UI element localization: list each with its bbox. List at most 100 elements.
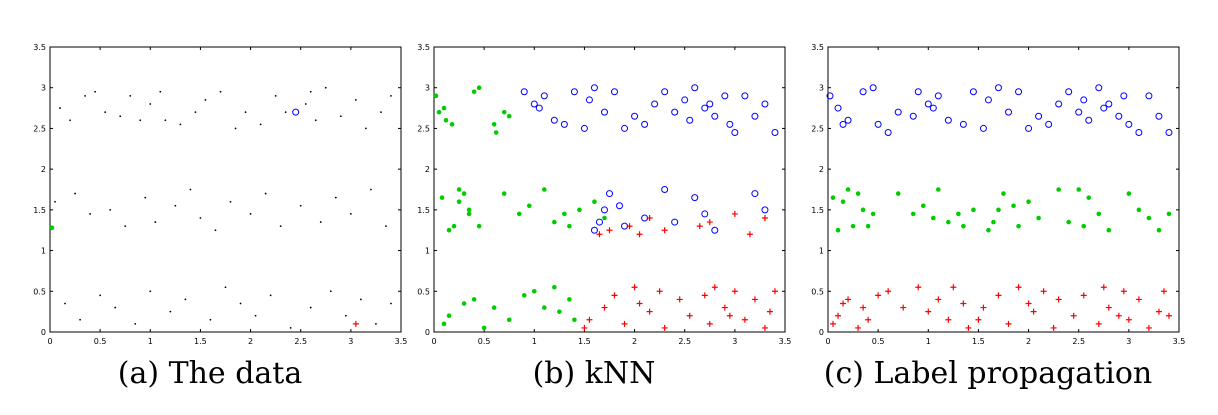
data-point — [751, 112, 759, 120]
data-point — [516, 211, 522, 217]
data-point — [493, 130, 499, 135]
data-point — [219, 90, 222, 93]
data-point — [506, 317, 512, 323]
data-point — [676, 296, 683, 303]
data-point — [860, 304, 867, 311]
data-point — [542, 305, 547, 310]
data-point — [771, 129, 779, 136]
data-point — [626, 223, 633, 230]
data-point — [390, 302, 392, 305]
data-point — [1075, 108, 1083, 116]
y-tick-label: 0.5 — [33, 287, 46, 296]
data-point — [289, 327, 292, 329]
data-point — [1081, 223, 1087, 229]
data-point — [446, 313, 452, 319]
data-point — [840, 300, 847, 307]
series-labeled-class-2 — [49, 225, 55, 231]
data-point — [711, 284, 718, 291]
series-class-3 — [830, 284, 1172, 331]
data-point — [1100, 284, 1107, 291]
data-point — [855, 191, 861, 196]
data-point — [204, 99, 207, 101]
data-point — [1105, 304, 1112, 311]
data-point — [616, 202, 624, 210]
data-point — [59, 107, 61, 109]
data-point — [54, 200, 56, 203]
data-point — [1096, 211, 1102, 217]
data-point — [209, 318, 212, 321]
data-point — [562, 211, 567, 217]
data-point — [844, 116, 852, 124]
data-point — [960, 300, 967, 307]
data-point — [721, 304, 728, 311]
data-point — [731, 210, 738, 217]
data-point — [1040, 288, 1047, 295]
x-tick-label: 0 — [825, 337, 830, 346]
data-point — [986, 227, 991, 233]
y-tick-label: 3 — [425, 84, 430, 93]
data-point — [840, 199, 846, 205]
data-point — [915, 284, 922, 291]
data-point — [149, 290, 152, 293]
data-point — [931, 215, 936, 221]
data-point — [481, 325, 487, 331]
data-point — [935, 296, 942, 303]
x-tick-label: 1.5 — [972, 337, 985, 346]
data-point — [585, 96, 593, 104]
y-tick-label: 2 — [819, 165, 824, 174]
data-point — [531, 288, 537, 294]
data-point — [726, 312, 733, 319]
data-point — [835, 227, 841, 233]
data-point — [671, 218, 679, 226]
data-point — [706, 100, 714, 108]
data-point — [855, 324, 862, 331]
data-point — [661, 227, 668, 234]
data-point — [199, 217, 202, 219]
data-point — [1030, 308, 1037, 315]
data-point — [214, 229, 217, 232]
data-point — [1025, 124, 1033, 132]
data-point — [284, 111, 287, 114]
data-point — [590, 226, 598, 234]
data-point — [839, 120, 847, 128]
data-point — [701, 292, 708, 299]
x-tick-label: 1.5 — [194, 337, 207, 346]
data-point — [971, 207, 976, 213]
data-point — [154, 221, 157, 223]
data-point — [761, 215, 768, 221]
data-point — [874, 120, 882, 128]
data-point — [1135, 129, 1143, 136]
data-point — [761, 100, 769, 108]
y-tick-label: 2 — [425, 165, 430, 174]
data-point — [535, 104, 543, 112]
data-point — [865, 223, 871, 229]
data-point — [1005, 320, 1012, 327]
data-point — [1080, 96, 1088, 104]
data-point — [319, 221, 322, 223]
data-point — [224, 286, 227, 289]
data-point — [1146, 215, 1152, 221]
data-point — [1155, 308, 1162, 315]
series-labeled-class-3 — [352, 320, 359, 327]
data-point — [1095, 320, 1102, 327]
data-point — [845, 187, 851, 192]
x-tick-label: 3.5 — [1173, 337, 1186, 346]
data-point — [89, 213, 92, 215]
data-point — [771, 288, 778, 295]
data-point — [385, 225, 387, 228]
data-point — [550, 116, 558, 124]
data-point — [636, 300, 643, 307]
series-class-2 — [433, 85, 607, 331]
panel-knn: 0 0.5 1 1.5 2 2.5 3 3.5 0 0.5 1 1.5 2 2.5 3 3.5 (b) kNN — [394, 0, 794, 415]
data-point — [1126, 191, 1132, 196]
data-point — [174, 204, 177, 207]
scatter-plot-knn: 0 0.5 1 1.5 2 2.5 3 3.5 0 0.5 1 1.5 2 2.5 3 3.5 — [417, 43, 791, 346]
data-point — [259, 123, 262, 126]
data-point — [254, 314, 257, 317]
data-point — [944, 116, 952, 124]
data-point — [1050, 324, 1057, 331]
data-point — [314, 119, 317, 122]
data-point — [961, 223, 966, 229]
data-point — [979, 124, 987, 132]
data-point — [945, 316, 952, 323]
